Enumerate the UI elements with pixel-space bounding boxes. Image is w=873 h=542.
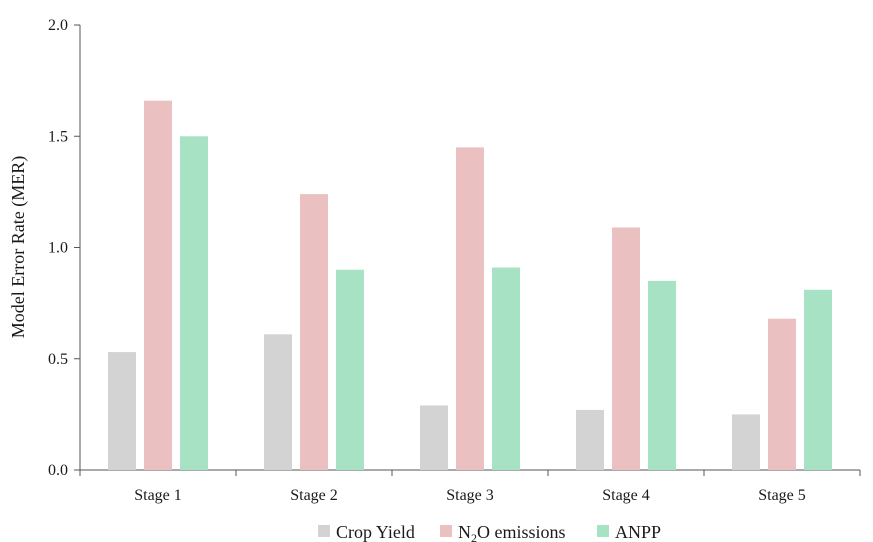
bar-crop-yield-stage-1 (108, 352, 136, 470)
y-tick-label: 2.0 (48, 17, 68, 34)
bar-anpp-stage-1 (180, 136, 208, 470)
y-tick-label: 1.5 (48, 128, 68, 145)
legend-label-crop-yield: Crop Yield (336, 522, 415, 542)
bar-crop-yield-stage-5 (732, 414, 760, 470)
x-category-label: Stage 4 (602, 487, 650, 504)
bar-n2o-emissions-stage-4 (612, 227, 640, 470)
bar-anpp-stage-2 (336, 269, 364, 470)
bar-crop-yield-stage-2 (264, 334, 292, 470)
legend: Crop Yield N2O emissions ANPP (318, 522, 661, 542)
legend-swatch-crop-yield (318, 525, 330, 537)
legend-swatch-anpp (597, 525, 609, 537)
y-tick-label: 0.5 (48, 351, 68, 368)
bar-crop-yield-stage-4 (576, 409, 604, 470)
bar-anpp-stage-3 (492, 267, 520, 470)
legend-label-n2o-emissions: N2O emissions (458, 522, 566, 542)
bar-n2o-emissions-stage-3 (456, 147, 484, 470)
legend-swatch-n2o-emissions (440, 525, 452, 537)
bar-anpp-stage-4 (648, 280, 676, 470)
bar-n2o-emissions-stage-1 (144, 100, 172, 471)
bar-anpp-stage-5 (804, 289, 832, 470)
y-axis: 0.0 0.5 1.0 1.5 2.0 (48, 17, 81, 479)
x-axis: Stage 1 Stage 2 Stage 3 Stage 4 Stage 5 (79, 469, 861, 504)
x-category-label: Stage 1 (134, 487, 182, 504)
y-axis-title: Model Error Rate (MER) (8, 156, 29, 338)
x-category-label: Stage 5 (758, 487, 806, 504)
legend-label-anpp: ANPP (615, 522, 661, 542)
bar-n2o-emissions-stage-2 (300, 194, 328, 470)
y-tick-label: 0.0 (48, 462, 68, 479)
bar-n2o-emissions-stage-5 (768, 318, 796, 470)
x-category-label: Stage 3 (446, 487, 494, 504)
bar-crop-yield-stage-3 (420, 405, 448, 470)
y-tick-label: 1.0 (48, 240, 68, 257)
bars (108, 100, 832, 471)
x-category-label: Stage 2 (290, 487, 338, 504)
